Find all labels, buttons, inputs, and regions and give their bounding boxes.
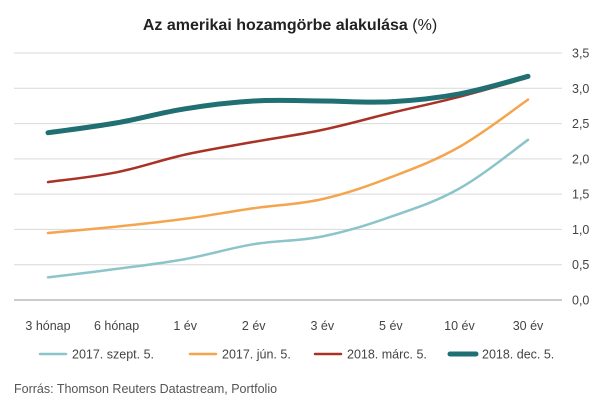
- x-tick-label: 3 év: [310, 319, 334, 333]
- x-tick-label: 3 hónap: [25, 319, 70, 333]
- y-tick-label: 2,5: [572, 117, 589, 131]
- legend-label: 2018. márc. 5.: [347, 348, 427, 362]
- y-tick-label: 1,0: [572, 223, 589, 237]
- chart-title-unit: (%): [412, 17, 437, 34]
- series-line: [46, 98, 530, 235]
- x-tick-label: 2 év: [242, 319, 266, 333]
- x-tick-label: 30 év: [513, 319, 544, 333]
- legend-label: 2017. szept. 5.: [72, 348, 154, 362]
- y-axis-ticks: 0,0 0,5 1,0 1,5 2,0 2,5 3,0 3,5: [572, 47, 589, 308]
- y-tick-label: 0,0: [572, 294, 589, 308]
- legend-label: 2018. dec. 5.: [482, 348, 554, 362]
- y-tick-label: 3,5: [572, 47, 589, 61]
- x-axis-ticks: 3 hónap 6 hónap 1 év 2 év 3 év 5 év 10 év 30 év: [25, 319, 544, 333]
- x-tick-label: 5 év: [379, 319, 403, 333]
- legend: 2017. szept. 5. 2017. jún. 5. 2018. márc. …: [38, 348, 554, 362]
- x-tick-label: 10 év: [444, 319, 475, 333]
- y-tick-label: 2,0: [572, 152, 589, 166]
- x-tick-label: 6 hónap: [94, 319, 139, 333]
- chart-title: Az amerikai hozamgörbe alakulása (%): [143, 17, 437, 34]
- series-lines: [45, 73, 531, 279]
- y-tick-label: 0,5: [572, 258, 589, 272]
- y-tick-label: 3,0: [572, 82, 589, 96]
- series-line: [46, 76, 530, 184]
- series-line: [46, 138, 530, 279]
- legend-label: 2017. jún. 5.: [222, 348, 291, 362]
- chart-title-text: Az amerikai hozamgörbe alakulása: [143, 17, 408, 34]
- x-tick-label: 1 év: [173, 319, 197, 333]
- series-line: [45, 73, 531, 136]
- source-note: Forrás: Thomson Reuters Datastream, Port…: [14, 382, 277, 396]
- y-tick-label: 1,5: [572, 188, 589, 202]
